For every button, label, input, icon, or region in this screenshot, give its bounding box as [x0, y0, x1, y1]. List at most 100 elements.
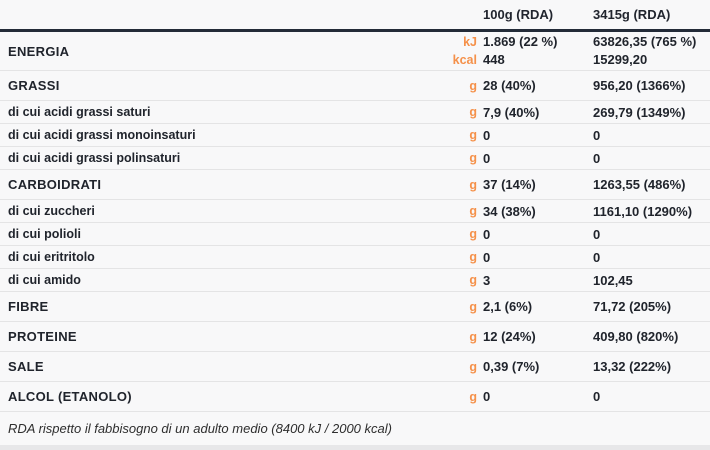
table-row: di cui acidi grassi polinsaturi g 0 0	[0, 147, 710, 170]
value-text: 0	[483, 249, 491, 265]
unit-cell: g	[435, 360, 477, 374]
unit-cell: g	[435, 390, 477, 404]
per-100g-cell: 0	[477, 151, 593, 166]
value-text: 0	[483, 389, 491, 404]
per-100g-cell: 3	[477, 273, 593, 288]
value-text: 7,9 (40%)	[483, 104, 540, 120]
unit-cell: g	[435, 204, 477, 218]
value-text: 71,72 (205%)	[593, 299, 672, 314]
value-text: 956,20 (1366%)	[593, 78, 686, 93]
unit-label: g	[469, 299, 477, 314]
row-label: di cui amido	[8, 273, 81, 287]
row-label: CARBOIDRATI	[8, 177, 102, 192]
row-label: GRASSI	[8, 78, 60, 93]
per-100g-cell: 1.869 (22 %) 448	[477, 33, 593, 69]
unit-label: g	[469, 273, 477, 287]
per-portion-cell: 0	[593, 128, 710, 143]
table-row: FIBRE g 2,1 (6%) 71,72 (205%)	[0, 292, 710, 322]
unit-label: g	[469, 329, 477, 344]
per-100g-cell: 0	[477, 250, 593, 265]
value-text: 1263,55 (486%)	[593, 177, 686, 192]
per-portion-cell: 13,32 (222%)	[593, 359, 710, 374]
table-rows: ENERGIA kJ kcal 1.869 (22 %) 448 63826,35 (76…	[0, 32, 710, 412]
value-text: 0	[483, 226, 491, 242]
table-row: di cui eritritolo g 0 0	[0, 246, 710, 269]
per-portion-cell: 409,80 (820%)	[593, 329, 710, 344]
table-row: GRASSI g 28 (40%) 956,20 (1366%)	[0, 71, 710, 101]
value-text: 0	[483, 150, 491, 166]
value-text: 63826,35 (765 %)	[593, 34, 697, 49]
value-text: 0,39 (7%)	[483, 359, 540, 374]
unit-label: g	[469, 177, 477, 192]
value-text: 1161,10 (1290%)	[593, 203, 693, 219]
unit-label: g	[469, 389, 477, 404]
unit-cell: g	[435, 151, 477, 165]
row-label: ENERGIA	[8, 43, 70, 59]
row-label: SALE	[8, 359, 44, 374]
table-row: CARBOIDRATI g 37 (14%) 1263,55 (486%)	[0, 170, 710, 200]
unit-label: g	[469, 105, 477, 119]
per-100g-cell: 28 (40%)	[477, 78, 593, 93]
unit-cell: g	[435, 300, 477, 314]
unit-cell: g	[435, 330, 477, 344]
value-text: 1.869 (22 %)	[483, 34, 558, 49]
per-100g-cell: 2,1 (6%)	[477, 299, 593, 314]
per-portion-cell: 269,79 (1349%)	[593, 105, 710, 120]
value-text: 409,80 (820%)	[593, 329, 679, 344]
row-label: FIBRE	[8, 299, 49, 314]
per-portion-cell: 71,72 (205%)	[593, 299, 710, 314]
unit-label: g	[469, 204, 477, 218]
per-portion-cell: 0	[593, 227, 710, 242]
value-text: 0	[593, 226, 601, 242]
value-text: 0	[483, 127, 491, 143]
table-row: di cui polioli g 0 0	[0, 223, 710, 246]
table-row: di cui zuccheri g 34 (38%) 1161,10 (1290%)	[0, 200, 710, 223]
rda-footnote: RDA rispetto il fabbisogno di un adulto …	[8, 421, 392, 436]
per-100g-cell: 7,9 (40%)	[477, 105, 593, 120]
unit-label: g	[469, 227, 477, 241]
table-row: di cui amido g 3 102,45	[0, 269, 710, 292]
row-label: di cui zuccheri	[8, 204, 95, 218]
per-100g-cell: 0	[477, 389, 593, 404]
row-label: PROTEINE	[8, 329, 77, 344]
unit-label: g	[469, 151, 477, 165]
value-text: 34 (38%)	[483, 203, 536, 219]
per-100g-cell: 0	[477, 128, 593, 143]
unit-cell: g	[435, 250, 477, 264]
value-text: 15299,20	[593, 52, 648, 67]
row-label: di cui acidi grassi monoinsaturi	[8, 128, 196, 142]
per-portion-cell: 956,20 (1366%)	[593, 78, 710, 93]
per-100g-cell: 12 (24%)	[477, 329, 593, 344]
row-label: di cui acidi grassi saturi	[8, 105, 151, 119]
unit-label: kJ	[463, 35, 477, 49]
unit-cell: g	[435, 105, 477, 119]
header-per-portion: 3415g (RDA)	[593, 7, 671, 22]
value-text: 448	[483, 52, 505, 67]
value-text: 12 (24%)	[483, 329, 536, 344]
per-portion-cell: 0	[593, 151, 710, 166]
value-text: 28 (40%)	[483, 78, 536, 93]
table-header-row: 100g (RDA) 3415g (RDA)	[0, 0, 710, 32]
unit-cell: g	[435, 79, 477, 93]
per-100g-cell: 34 (38%)	[477, 204, 593, 219]
per-100g-cell: 0,39 (7%)	[477, 359, 593, 374]
per-portion-cell: 1161,10 (1290%)	[593, 204, 710, 219]
per-portion-cell: 0	[593, 389, 710, 404]
per-portion-cell: 1263,55 (486%)	[593, 177, 710, 192]
unit-cell: g	[435, 128, 477, 142]
unit-label: g	[469, 78, 477, 93]
per-100g-cell: 0	[477, 227, 593, 242]
value-text: 13,32 (222%)	[593, 359, 672, 374]
value-text: 0	[593, 150, 601, 166]
table-row: PROTEINE g 12 (24%) 409,80 (820%)	[0, 322, 710, 352]
table-row: ENERGIA kJ kcal 1.869 (22 %) 448 63826,35 (76…	[0, 32, 710, 71]
table-row: di cui acidi grassi monoinsaturi g 0 0	[0, 124, 710, 147]
unit-label: g	[469, 128, 477, 142]
value-text: 269,79 (1349%)	[593, 104, 686, 120]
value-text: 2,1 (6%)	[483, 299, 533, 314]
row-label: di cui polioli	[8, 227, 81, 241]
unit-label: g	[469, 359, 477, 374]
value-text: 3	[483, 272, 491, 288]
unit-cell: g	[435, 273, 477, 287]
